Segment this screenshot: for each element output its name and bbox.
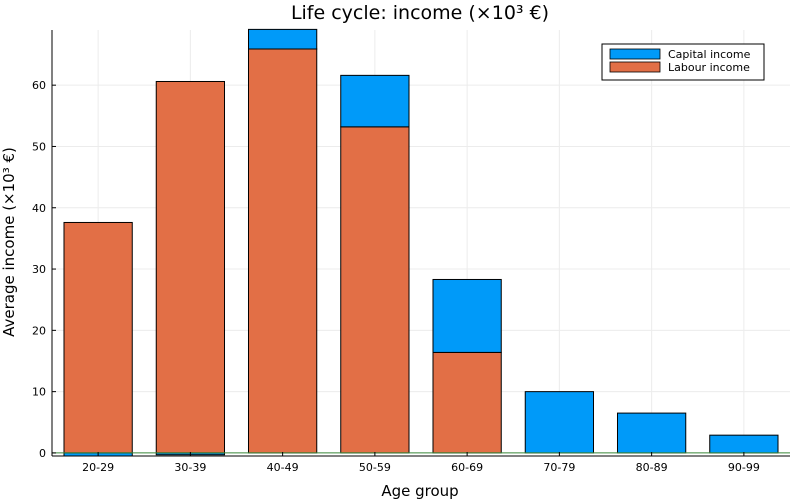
y-tick-label: 30 bbox=[32, 263, 46, 276]
y-tick-label: 20 bbox=[32, 324, 46, 337]
legend-swatch bbox=[609, 61, 661, 73]
bar-labour-income bbox=[432, 351, 502, 454]
x-tick-label: 30-39 bbox=[174, 461, 206, 474]
x-tick-label: 60-69 bbox=[451, 461, 483, 474]
legend-label: Capital income bbox=[668, 48, 751, 61]
x-axis-title: Age group bbox=[381, 482, 458, 500]
x-tick-label: 20-29 bbox=[82, 461, 114, 474]
bar-capital-income bbox=[247, 28, 318, 50]
x-tick-label: 40-49 bbox=[267, 461, 299, 474]
bar-capital-income bbox=[524, 391, 595, 454]
y-tick-label: 50 bbox=[32, 140, 46, 153]
x-tick-label: 70-79 bbox=[543, 461, 575, 474]
bar-capital-income bbox=[709, 434, 779, 454]
bar-labour-income bbox=[340, 126, 410, 454]
x-tick-label: 90-99 bbox=[728, 461, 760, 474]
bars bbox=[63, 28, 779, 457]
chart-title: Life cycle: income (×10³ €) bbox=[291, 2, 549, 24]
y-axis-title: Average income (×10³ €) bbox=[0, 147, 18, 337]
legend-swatch bbox=[609, 48, 661, 60]
bar-labour-income bbox=[247, 48, 318, 454]
bar-capital-income bbox=[340, 74, 410, 128]
y-tick-label: 60 bbox=[32, 79, 46, 92]
bar-capital-income bbox=[616, 412, 687, 454]
x-tick-label: 80-89 bbox=[636, 461, 668, 474]
axes bbox=[51, 30, 790, 457]
legend-label: Labour income bbox=[668, 61, 750, 74]
x-ticks: 20-29 30-39 40-49 50-59 60-69 70-79 80-89 90-99 bbox=[82, 452, 760, 474]
y-ticks: 0 10 20 30 40 50 60 bbox=[32, 79, 56, 460]
bar-labour-income bbox=[63, 221, 133, 454]
bar-labour-income bbox=[155, 80, 226, 454]
y-tick-label: 10 bbox=[32, 386, 46, 399]
bar-capital-income bbox=[432, 278, 502, 353]
y-tick-label: 0 bbox=[39, 447, 46, 460]
x-tick-label: 50-59 bbox=[359, 461, 391, 474]
y-tick-label: 40 bbox=[32, 202, 46, 215]
